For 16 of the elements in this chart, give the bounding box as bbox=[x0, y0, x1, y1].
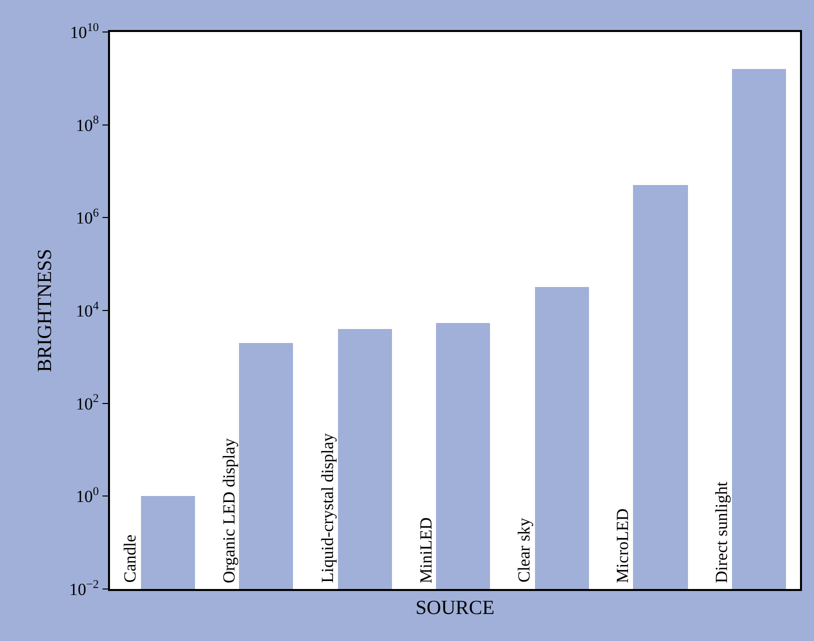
y-tick-label: 10$^{6}$ bbox=[76, 205, 99, 228]
x-tick-label: Direct sunlight bbox=[712, 481, 732, 584]
y-axis-title: BRIGHTNESS bbox=[34, 248, 56, 372]
y-tick-label: 10$^{−2}$ bbox=[69, 576, 99, 599]
y-tick-label: 10$^{4}$ bbox=[76, 298, 99, 320]
y-tick-label: 10$^{2}$ bbox=[76, 391, 99, 414]
x-tick-label: Organic LED display bbox=[219, 438, 238, 584]
y-tick-label: 10$^{8}$ bbox=[76, 112, 99, 135]
x-tick-label: Clear sky bbox=[514, 517, 534, 582]
x-tick-label: MiniLED bbox=[416, 517, 436, 584]
y-tick-label: 10$^{0}$ bbox=[76, 484, 99, 506]
x-tick-label: Candle bbox=[120, 534, 140, 583]
y-tick-label: 10$^{10}$ bbox=[70, 20, 99, 42]
x-tick-label: MicroLED bbox=[613, 508, 632, 584]
x-tick-label: Liquid-crystal display bbox=[318, 432, 337, 583]
x-axis-title: SOURCE bbox=[416, 596, 494, 619]
